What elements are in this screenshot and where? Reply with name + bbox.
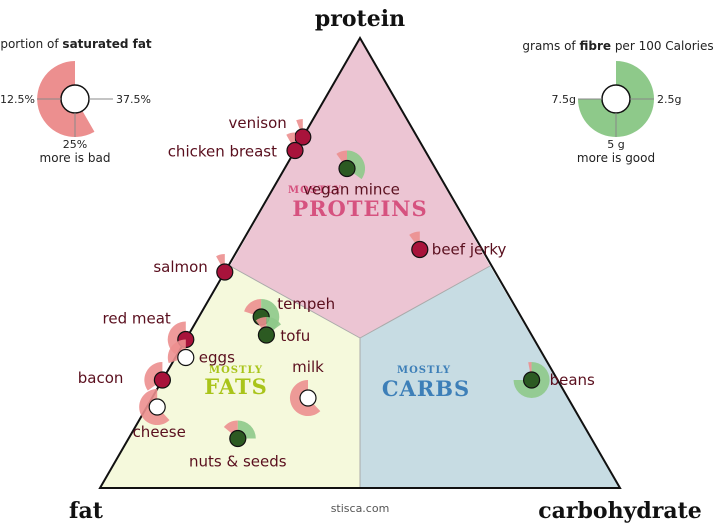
fibre-wedge bbox=[347, 150, 366, 180]
food-label: eggs bbox=[199, 349, 235, 367]
legend-fibre-tick-left: 7.5g bbox=[552, 93, 576, 106]
region-proteins bbox=[230, 38, 490, 338]
corner-label-fat: fat bbox=[69, 498, 104, 524]
food-label: red meat bbox=[103, 310, 171, 328]
food-label: cheese bbox=[133, 423, 186, 441]
food-marker-nuts-seeds: nuts & seeds bbox=[189, 420, 287, 471]
legend-fibre-center-dot bbox=[601, 84, 631, 114]
legend-fibre-title-bold: fibre bbox=[579, 39, 611, 53]
food-marker-beef-jerky: beef jerky bbox=[409, 231, 507, 259]
legend-saturated-fat-note: more is bad bbox=[40, 151, 111, 165]
food-marker-chicken-breast: chicken breast bbox=[168, 132, 304, 161]
region-fats-label: FATS bbox=[204, 374, 268, 399]
food-dot bbox=[338, 159, 356, 178]
legend-fibre-title: grams of fibre per 100 Calories bbox=[522, 39, 713, 53]
divider-protein-carb bbox=[359, 265, 491, 339]
food-marker-salmon: salmon bbox=[153, 253, 234, 281]
legend-fibre-title-prefix: grams of bbox=[522, 39, 579, 53]
food-dot bbox=[411, 240, 429, 259]
food-marker-venison: venison bbox=[229, 114, 312, 146]
food-marker-beans: beans bbox=[513, 361, 595, 398]
region-fats bbox=[100, 266, 360, 488]
food-dot bbox=[522, 371, 541, 389]
legend-saturated-fat: portion of saturated fat 12.5% 37.5% 25%… bbox=[0, 37, 152, 165]
food-label: chicken breast bbox=[168, 143, 277, 161]
legend-fibre-title-suffix: per 100 Calories bbox=[611, 39, 714, 53]
legend-fibre: grams of fibre per 100 Calories 7.5g 2.5… bbox=[522, 39, 713, 165]
food-label: beef jerky bbox=[432, 241, 507, 259]
region-proteins-label: PROTEINS bbox=[292, 196, 427, 221]
corner-label-carbohydrate: carbohydrate bbox=[538, 498, 701, 524]
food-dot bbox=[286, 141, 304, 160]
food-marker-milk: milk bbox=[289, 358, 324, 416]
region-proteins-small-label: MOSTLY bbox=[288, 185, 342, 196]
food-label: vegan mince bbox=[303, 181, 400, 199]
food-markers: venison chicken breast vegan mince beef jer… bbox=[78, 114, 595, 471]
food-label: tempeh bbox=[277, 295, 335, 313]
food-label: tofu bbox=[280, 327, 310, 345]
legend-fibre-tick-bottom: 5 g bbox=[607, 138, 624, 151]
region-carbs-small-label: MOSTLY bbox=[397, 365, 451, 376]
food-label: bacon bbox=[78, 369, 124, 387]
food-dot bbox=[299, 389, 317, 407]
food-dot bbox=[216, 263, 234, 281]
legend-saturated-fat-center-dot bbox=[60, 84, 90, 114]
food-label: salmon bbox=[153, 258, 207, 276]
food-dot bbox=[177, 348, 195, 367]
legend-saturated-fat-tick-right: 37.5% bbox=[116, 93, 151, 106]
food-marker-tofu: tofu bbox=[255, 316, 310, 345]
food-dot bbox=[257, 326, 275, 344]
food-marker-eggs: eggs bbox=[167, 339, 235, 367]
food-label: milk bbox=[292, 358, 324, 376]
legend-saturated-fat-title-bold: saturated fat bbox=[62, 37, 151, 51]
food-marker-bacon: bacon bbox=[78, 361, 171, 391]
legend-saturated-fat-tick-bottom: 25% bbox=[63, 138, 87, 151]
food-label: beans bbox=[550, 371, 595, 389]
legend-saturated-fat-tick-left: 12.5% bbox=[0, 93, 35, 106]
legend-fibre-tick-right: 2.5g bbox=[657, 93, 681, 106]
corner-label-protein: protein bbox=[315, 6, 405, 32]
saturated-fat-wedge bbox=[144, 361, 163, 391]
divider-protein-fat bbox=[229, 265, 361, 339]
triangle-outline bbox=[98, 36, 622, 489]
food-marker-cheese: cheese bbox=[133, 388, 186, 441]
food-label: venison bbox=[229, 114, 287, 132]
legend-fibre-note: more is good bbox=[577, 151, 655, 165]
legend-saturated-fat-title: portion of saturated fat bbox=[0, 37, 152, 51]
food-label: nuts & seeds bbox=[189, 453, 287, 471]
credit-text: stisca.com bbox=[331, 502, 390, 515]
legend-saturated-fat-title-prefix: portion of bbox=[0, 37, 62, 51]
food-dot bbox=[148, 398, 166, 416]
food-dot bbox=[153, 371, 171, 389]
region-carbs-label: CARBS bbox=[382, 376, 470, 401]
food-marker-vegan-mince: vegan mince bbox=[303, 150, 400, 199]
region-carbs bbox=[360, 266, 620, 488]
region-fats-small-label: MOSTLY bbox=[209, 365, 263, 376]
food-dot bbox=[229, 429, 247, 448]
